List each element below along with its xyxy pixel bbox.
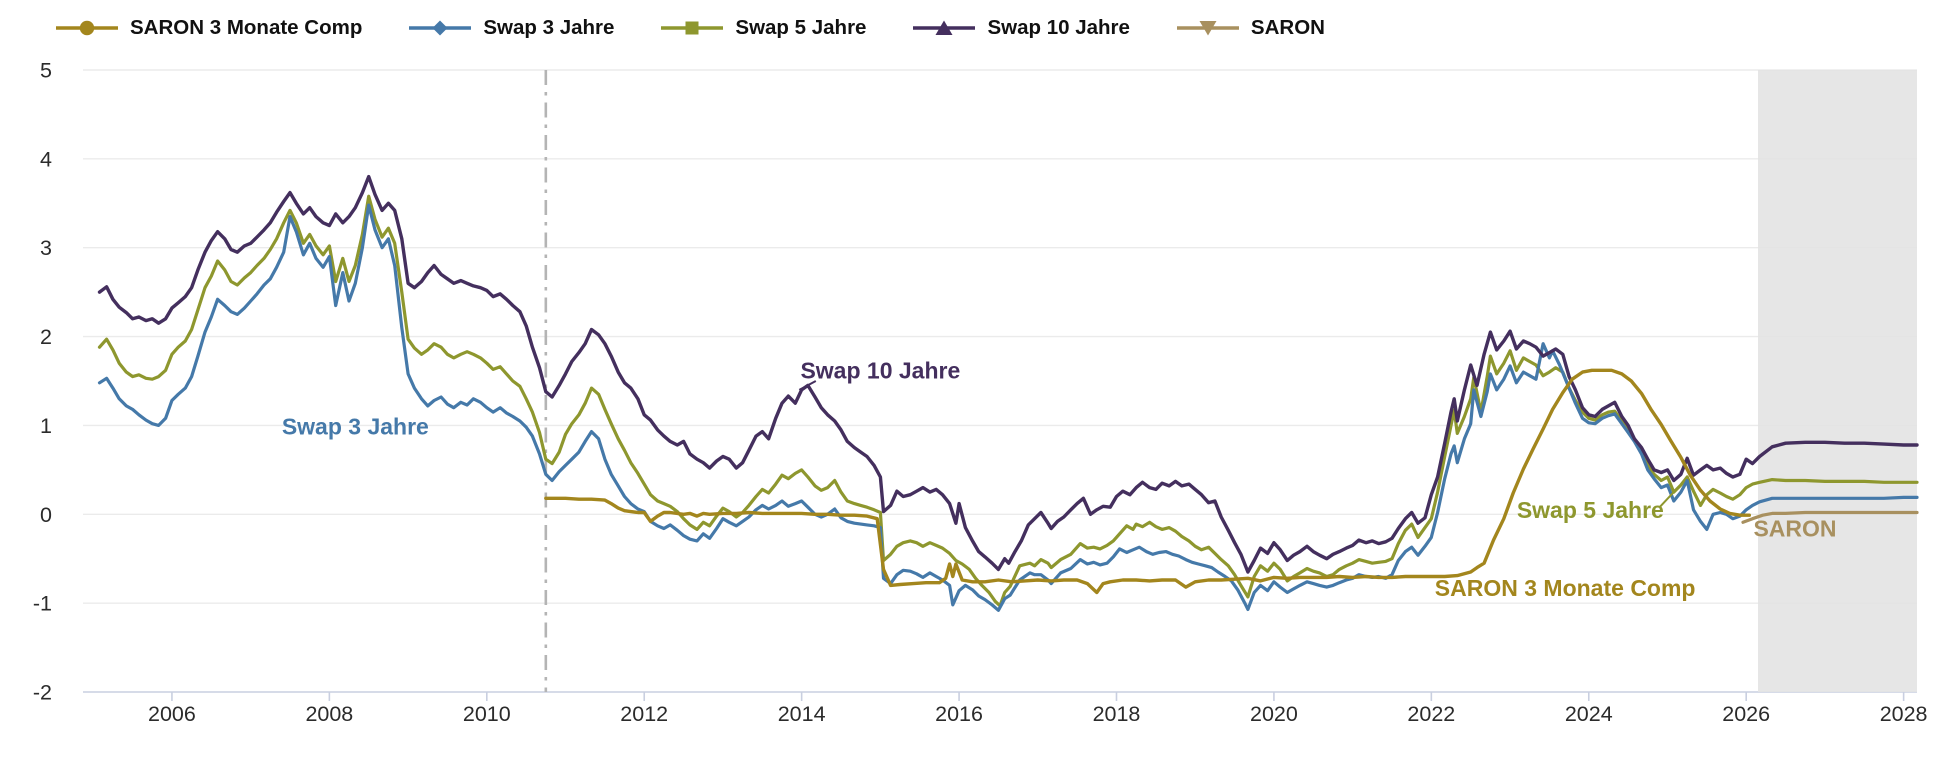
x-tick-label: 2012 xyxy=(620,702,668,726)
series-line-swap-3-jahre xyxy=(97,203,1919,612)
x-tick-label: 2010 xyxy=(463,702,511,726)
y-tick-label: 0 xyxy=(40,503,52,527)
x-tick-label: 2006 xyxy=(148,702,196,726)
legend-item-swap-10-jahre[interactable]: Swap 10 Jahre xyxy=(912,16,1130,40)
y-tick-label: 1 xyxy=(40,414,52,438)
diamond-marker-icon xyxy=(409,20,472,36)
series-line-swap-10-jahre xyxy=(97,174,1919,574)
legend-item-saron-3-monate-comp[interactable]: SARON 3 Monate Comp xyxy=(55,16,362,40)
legend-label-saron-3-monate-comp: SARON 3 Monate Comp xyxy=(130,16,363,39)
series-line-swap-5-jahre xyxy=(97,194,1919,608)
swap-5-leader xyxy=(1658,491,1675,508)
legend-label-swap-10-jahre: Swap 10 Jahre xyxy=(987,16,1130,39)
square-marker-icon xyxy=(661,21,724,35)
legend-item-swap-3-jahre[interactable]: Swap 3 Jahre xyxy=(408,16,614,40)
series-line-saron-3-monate-comp xyxy=(544,368,1752,595)
saron-3-monate-comp-annotation: SARON 3 Monate Comp xyxy=(1435,575,1696,601)
y-tick-label: -2 xyxy=(33,681,52,705)
series-line-saron xyxy=(1741,510,1919,524)
triangle-down-marker-icon xyxy=(1176,21,1239,36)
legend-label-swap-3-jahre: Swap 3 Jahre xyxy=(483,16,615,39)
x-tick-label: 2022 xyxy=(1407,702,1455,726)
x-tick-label: 2008 xyxy=(305,702,353,726)
swap-10-jahre-annotation: Swap 10 Jahre xyxy=(800,357,960,383)
chart-legend: SARON 3 Monate Comp Swap 3 Jahre Swap 5 Ja… xyxy=(55,16,1325,40)
swap-3-jahre-annotation: Swap 3 Jahre xyxy=(282,413,429,439)
y-tick-label: 3 xyxy=(40,236,52,260)
swap-10-leader xyxy=(798,380,817,391)
y-tick-label: 5 xyxy=(40,59,52,83)
x-tick-label: 2016 xyxy=(935,702,983,726)
x-tick-label: 2020 xyxy=(1250,702,1298,726)
x-tick-label: 2026 xyxy=(1722,702,1770,726)
legend-label-swap-5-jahre: Swap 5 Jahre xyxy=(735,16,867,39)
y-tick-label: 2 xyxy=(40,325,52,349)
y-tick-label: -1 xyxy=(33,592,52,616)
y-tick-label: 4 xyxy=(40,147,52,171)
triangle-up-marker-icon xyxy=(913,20,976,35)
legend-item-saron[interactable]: SARON xyxy=(1176,16,1325,40)
x-tick-label: 2024 xyxy=(1565,702,1613,726)
x-tick-label: 2018 xyxy=(1093,702,1141,726)
forecast-band xyxy=(1758,70,1917,692)
circle-marker-icon xyxy=(56,20,118,36)
saron-annotation: SARON xyxy=(1753,516,1836,542)
legend-item-swap-5-jahre[interactable]: Swap 5 Jahre xyxy=(660,16,866,40)
legend-label-saron: SARON xyxy=(1250,16,1325,39)
x-tick-label: 2028 xyxy=(1880,702,1928,726)
swap-5-jahre-annotation: Swap 5 Jahre xyxy=(1517,497,1664,523)
x-tick-label: 2014 xyxy=(778,702,826,726)
